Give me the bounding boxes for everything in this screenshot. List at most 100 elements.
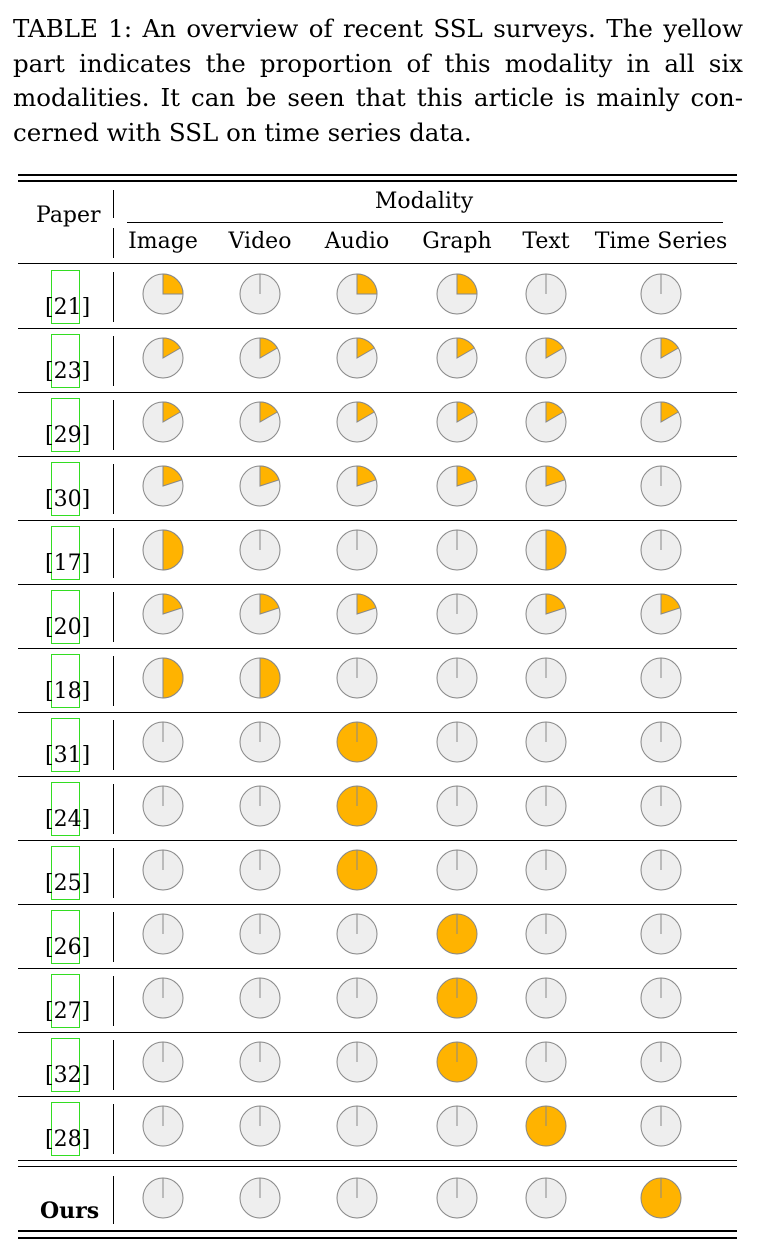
- pie-video: [239, 657, 281, 699]
- caption-line: TABLE 1: An overview of recent SSL surve…: [13, 14, 743, 43]
- pie-text: [525, 401, 567, 443]
- pie-slice: [356, 273, 378, 295]
- pie-slice: [456, 273, 478, 295]
- pie-video: [239, 849, 281, 891]
- pie-time-series: [640, 401, 682, 443]
- pie-graph: [436, 593, 478, 635]
- citation-box: [51, 846, 80, 900]
- row-divider: [113, 848, 114, 898]
- citation-box: [51, 782, 80, 836]
- pie-text: [525, 913, 567, 955]
- row-divider: [113, 400, 114, 450]
- row-rule: [18, 328, 737, 329]
- row-rule: [18, 904, 737, 905]
- row-divider: [113, 912, 114, 962]
- pie-video: [239, 977, 281, 1019]
- pie-image: [142, 273, 184, 315]
- citation-box: [51, 462, 80, 516]
- pie-text: [525, 721, 567, 763]
- paper-citation: [23]: [45, 359, 91, 384]
- caption-line: part indicates the proportion of this mo…: [13, 48, 743, 78]
- pie-image: [142, 529, 184, 571]
- pie-graph: [436, 273, 478, 315]
- pie-graph: [436, 465, 478, 507]
- pie-graph: [436, 1041, 478, 1083]
- row-divider: [113, 1040, 114, 1090]
- col-header-image: Image: [128, 229, 198, 254]
- pie-slice: [162, 273, 184, 295]
- pie-image: [142, 1105, 184, 1147]
- pie-audio: [336, 1177, 378, 1219]
- row-divider: [113, 592, 114, 642]
- paper-citation: [28]: [45, 1127, 91, 1152]
- pie-time-series: [640, 1041, 682, 1083]
- pie-text: [525, 1105, 567, 1147]
- pie-graph: [436, 721, 478, 763]
- pie-time-series: [640, 529, 682, 571]
- pie-text: [525, 337, 567, 379]
- header-modality: Modality: [374, 189, 474, 214]
- pie-audio: [336, 1041, 378, 1083]
- pie-video: [239, 529, 281, 571]
- pie-slice: [162, 657, 184, 699]
- citation-box: [51, 718, 80, 772]
- paper-citation: [27]: [45, 999, 91, 1024]
- pie-time-series: [640, 593, 682, 635]
- col-header-graph: Graph: [422, 229, 492, 254]
- pie-video: [239, 273, 281, 315]
- pie-text: [525, 657, 567, 699]
- pie-graph: [436, 849, 478, 891]
- row-divider: [113, 336, 114, 386]
- separator-rule: [18, 1166, 737, 1167]
- row-divider: [113, 272, 114, 322]
- citation-box: [51, 590, 80, 644]
- row-divider: [113, 976, 114, 1026]
- paper-citation: [32]: [45, 1063, 91, 1088]
- pie-time-series: [640, 977, 682, 1019]
- citation-box: [51, 1102, 80, 1156]
- row-divider: [113, 464, 114, 514]
- paper-citation: [18]: [45, 679, 91, 704]
- pie-image: [142, 721, 184, 763]
- pie-audio: [336, 657, 378, 699]
- row-rule: [18, 456, 737, 457]
- pie-image: [142, 977, 184, 1019]
- paper-citation: [31]: [45, 743, 91, 768]
- paper-citation: [20]: [45, 615, 91, 640]
- pie-text: [525, 529, 567, 571]
- paper-citation: [30]: [45, 487, 91, 512]
- pie-image: [142, 593, 184, 635]
- paper-ours: Ours: [40, 1198, 100, 1224]
- pie-image: [142, 1177, 184, 1219]
- pie-text: [525, 849, 567, 891]
- pie-audio: [336, 849, 378, 891]
- row-rule: [18, 776, 737, 777]
- pie-graph: [436, 401, 478, 443]
- paper-citation: [25]: [45, 871, 91, 896]
- row-rule: [18, 584, 737, 585]
- modality-rule: [127, 222, 723, 223]
- pie-video: [239, 401, 281, 443]
- table-caption: TABLE 1: An overview of recent SSL surve…: [13, 12, 743, 150]
- pie-time-series: [640, 849, 682, 891]
- pie-graph: [436, 657, 478, 699]
- pie-image: [142, 657, 184, 699]
- pie-video: [239, 337, 281, 379]
- pie-audio: [336, 465, 378, 507]
- pie-slice: [545, 529, 567, 571]
- row-rule: [18, 1032, 737, 1033]
- pie-time-series: [640, 1177, 682, 1219]
- row-rule: [18, 1096, 737, 1097]
- pie-time-series: [640, 337, 682, 379]
- row-divider: [113, 720, 114, 770]
- pie-video: [239, 465, 281, 507]
- pie-audio: [336, 1105, 378, 1147]
- header-rule: [18, 263, 737, 264]
- header-divider: [113, 228, 114, 258]
- pie-image: [142, 337, 184, 379]
- paper-citation: [21]: [45, 295, 91, 320]
- pie-audio: [336, 273, 378, 315]
- row-rule: [18, 712, 737, 713]
- bottom-rule: [18, 1237, 737, 1239]
- pie-video: [239, 593, 281, 635]
